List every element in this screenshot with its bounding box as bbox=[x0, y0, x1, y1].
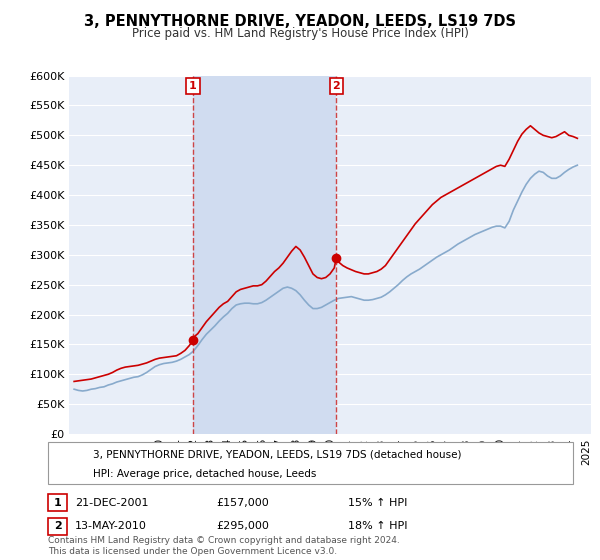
Text: 13-MAY-2010: 13-MAY-2010 bbox=[75, 521, 147, 531]
Text: 18% ↑ HPI: 18% ↑ HPI bbox=[348, 521, 407, 531]
Text: 15% ↑ HPI: 15% ↑ HPI bbox=[348, 498, 407, 508]
Text: HPI: Average price, detached house, Leeds: HPI: Average price, detached house, Leed… bbox=[93, 469, 316, 479]
Text: Contains HM Land Registry data © Crown copyright and database right 2024.
This d: Contains HM Land Registry data © Crown c… bbox=[48, 536, 400, 556]
Bar bbox=[193, 76, 337, 434]
Text: Price paid vs. HM Land Registry's House Price Index (HPI): Price paid vs. HM Land Registry's House … bbox=[131, 27, 469, 40]
Text: 1: 1 bbox=[189, 81, 197, 91]
Text: 2: 2 bbox=[54, 521, 61, 531]
Text: 1: 1 bbox=[54, 498, 61, 508]
Text: 3, PENNYTHORNE DRIVE, YEADON, LEEDS, LS19 7DS: 3, PENNYTHORNE DRIVE, YEADON, LEEDS, LS1… bbox=[84, 14, 516, 29]
Text: £295,000: £295,000 bbox=[216, 521, 269, 531]
Text: 3, PENNYTHORNE DRIVE, YEADON, LEEDS, LS19 7DS (detached house): 3, PENNYTHORNE DRIVE, YEADON, LEEDS, LS1… bbox=[93, 449, 461, 459]
Text: £157,000: £157,000 bbox=[216, 498, 269, 508]
Text: 2: 2 bbox=[332, 81, 340, 91]
Text: 21-DEC-2001: 21-DEC-2001 bbox=[75, 498, 149, 508]
